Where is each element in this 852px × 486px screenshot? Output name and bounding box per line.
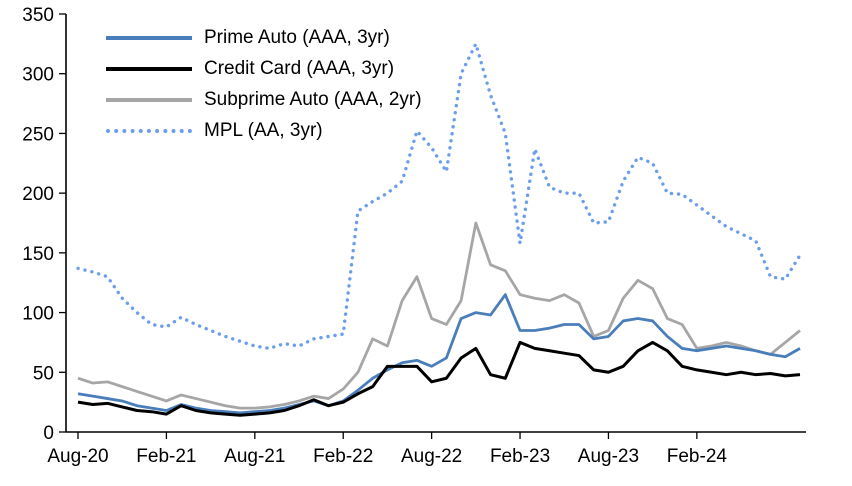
legend-item-prime-auto: Prime Auto (AAA, 3yr) xyxy=(106,24,422,51)
legend-label-credit-card: Credit Card (AAA, 3yr) xyxy=(204,57,395,79)
x-axis-tick-label: Aug-22 xyxy=(401,446,462,467)
x-axis-tick-label: Aug-20 xyxy=(47,446,108,467)
series-line-subprime xyxy=(77,221,801,410)
legend-item-credit-card: Credit Card (AAA, 3yr) xyxy=(106,55,422,82)
chart-legend: Prime Auto (AAA, 3yr) Credit Card (AAA, … xyxy=(106,24,422,144)
y-axis-tick-label: 300 xyxy=(22,65,54,86)
x-axis-tick-label: Aug-21 xyxy=(224,446,285,467)
legend-line-sample-credit-card xyxy=(106,66,192,71)
series-line-prime xyxy=(77,293,801,415)
x-axis-tick-label: Feb-21 xyxy=(136,446,196,467)
x-axis-tick-label: Aug-23 xyxy=(578,446,639,467)
series-line-credit xyxy=(77,340,801,417)
legend-item-mpl: MPL (AA, 3yr) xyxy=(106,117,422,144)
y-axis-tick-label: 250 xyxy=(22,124,54,145)
y-axis-tick-label: 50 xyxy=(33,363,54,384)
legend-label-subprime-auto: Subprime Auto (AAA, 2yr) xyxy=(204,88,422,110)
legend-line-sample-prime-auto xyxy=(106,35,192,40)
y-axis-tick-label: 200 xyxy=(22,184,54,205)
legend-item-subprime-auto: Subprime Auto (AAA, 2yr) xyxy=(106,86,422,113)
legend-line-sample-subprime-auto xyxy=(106,97,192,102)
y-axis-tick-label: 150 xyxy=(22,244,54,265)
series-line-mpl xyxy=(76,42,802,351)
y-axis-tick-label: 100 xyxy=(22,304,54,325)
legend-label-prime-auto: Prime Auto (AAA, 3yr) xyxy=(204,26,390,48)
x-axis-tick-label: Feb-23 xyxy=(490,446,550,467)
x-axis-tick-label: Feb-22 xyxy=(313,446,373,467)
y-axis-tick-label: 350 xyxy=(22,5,54,26)
legend-label-mpl: MPL (AA, 3yr) xyxy=(204,119,323,141)
x-axis-tick-label: Feb-24 xyxy=(667,446,728,467)
legend-line-sample-mpl xyxy=(106,128,192,133)
y-axis-tick-label: 0 xyxy=(43,423,54,444)
